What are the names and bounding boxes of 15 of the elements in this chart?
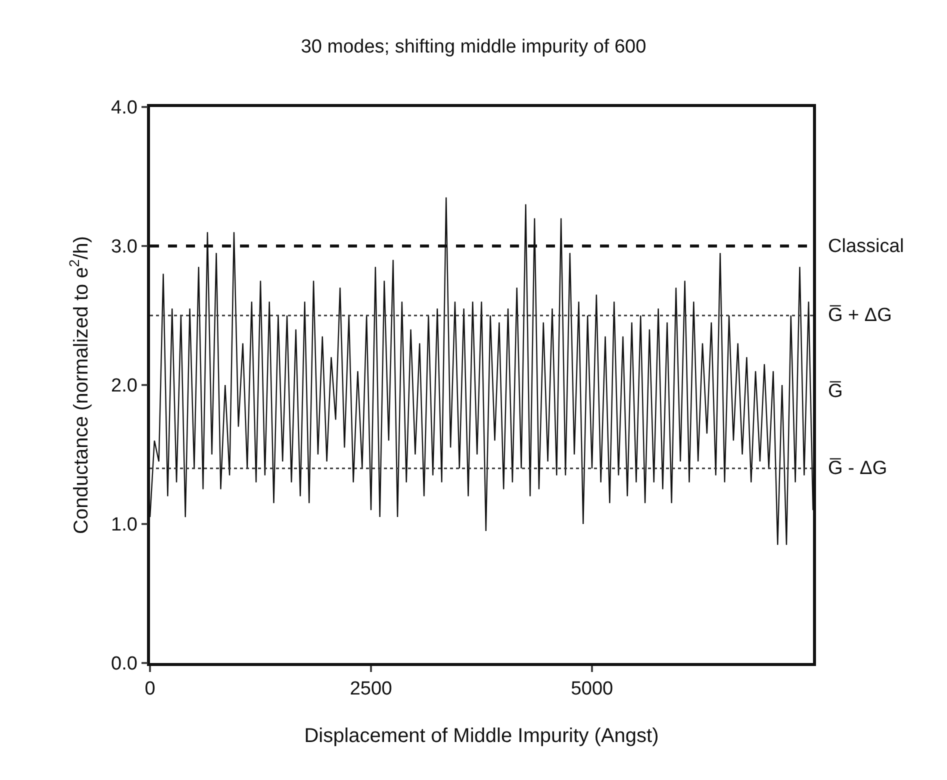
ref-line-label: G̅ - ΔG bbox=[828, 458, 888, 479]
y-tick-label: 3.0 bbox=[111, 236, 138, 258]
line-series bbox=[150, 196, 813, 546]
ref-line-label: G̅ + ΔG bbox=[828, 305, 892, 326]
ref-line-label: Classical bbox=[828, 236, 904, 257]
y-tick-label: 2.0 bbox=[111, 376, 138, 397]
x-tick-label: 0 bbox=[144, 678, 156, 700]
chart-title: 30 modes; shifting middle impurity of 600 bbox=[300, 36, 646, 58]
y-tick-label: 0.0 bbox=[111, 654, 138, 675]
text: G̅ bbox=[828, 381, 843, 402]
y-tick-label: 1.0 bbox=[111, 514, 138, 536]
x-tick-label: 2500 bbox=[350, 678, 392, 700]
x-tick-label: 5000 bbox=[570, 678, 614, 700]
y-tick-label: 4.0 bbox=[111, 98, 138, 119]
x-axis-title: Displacement of Middle Impurity (Angst) bbox=[304, 725, 659, 748]
